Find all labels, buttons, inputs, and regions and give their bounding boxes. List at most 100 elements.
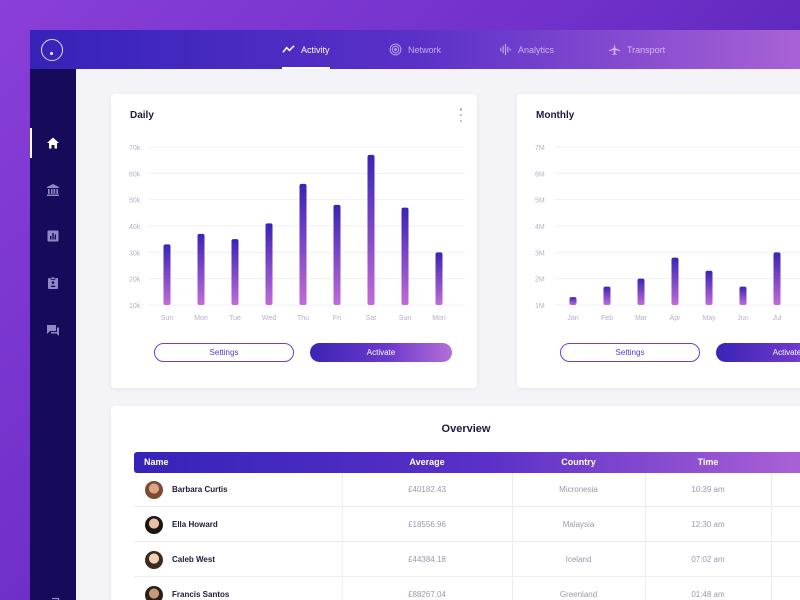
bar[interactable] bbox=[231, 239, 239, 305]
sidebar-item-charts[interactable] bbox=[30, 221, 76, 251]
bar[interactable] bbox=[401, 207, 409, 305]
column-divider bbox=[771, 508, 772, 542]
cell-name: Ella Howard bbox=[172, 520, 218, 529]
tab-transport[interactable]: Transport bbox=[608, 30, 665, 69]
app-window: Activity Network Analytics Transport bbox=[30, 30, 800, 600]
table-row[interactable]: Ella Howard £18556.96 Malaysia 12:30 am bbox=[134, 508, 800, 542]
avatar bbox=[145, 516, 163, 534]
y-tick-label: 50k bbox=[129, 198, 141, 205]
cell-country: Malaysia bbox=[562, 520, 595, 529]
y-tick-label: 6M bbox=[535, 171, 545, 178]
y-tick-label: 1M bbox=[535, 303, 545, 310]
table-row[interactable]: Francis Santos £88267.04 Greenland 01:48 am bbox=[134, 578, 800, 600]
cell-average: £18556.96 bbox=[408, 520, 446, 529]
bar[interactable] bbox=[671, 257, 679, 305]
y-tick-label: 3M bbox=[535, 250, 545, 257]
y-tick-label: 40k bbox=[129, 224, 141, 231]
cell-country: Iceland bbox=[565, 555, 592, 564]
sidebar-item-messages[interactable] bbox=[30, 315, 76, 345]
overview-title: Overview bbox=[441, 423, 491, 435]
logout-button[interactable] bbox=[30, 589, 76, 600]
cell-name: Barbara Curtis bbox=[172, 485, 228, 494]
chart-icon bbox=[47, 230, 59, 242]
bar[interactable] bbox=[773, 252, 781, 305]
monthly-activate-button[interactable]: Activate bbox=[716, 343, 800, 362]
bar[interactable] bbox=[299, 183, 307, 305]
sidebar-item-bank[interactable] bbox=[30, 175, 76, 205]
bar[interactable] bbox=[163, 244, 171, 305]
x-tick-label: Jul bbox=[773, 315, 782, 322]
x-tick-label: Thu bbox=[297, 315, 309, 322]
x-tick-label: Sat bbox=[366, 315, 377, 322]
x-tick-label: Sun bbox=[399, 315, 412, 322]
cell-name: Francis Santos bbox=[172, 590, 230, 599]
overview-card: Overview Name Average Country Time Barba… bbox=[111, 406, 800, 600]
bar[interactable] bbox=[705, 270, 713, 305]
plane-icon bbox=[608, 43, 621, 56]
avatar bbox=[145, 586, 163, 600]
daily-activate-button[interactable]: Activate bbox=[310, 343, 452, 362]
monthly-settings-button[interactable]: Settings bbox=[560, 343, 700, 362]
bar[interactable] bbox=[435, 252, 443, 305]
bar[interactable] bbox=[739, 286, 747, 305]
column-header-average[interactable]: Average bbox=[409, 457, 445, 467]
y-tick-label: 30k bbox=[129, 250, 141, 257]
column-divider bbox=[342, 578, 343, 600]
activity-icon bbox=[282, 45, 295, 53]
tab-analytics-label: Analytics bbox=[518, 44, 555, 55]
x-tick-label: Feb bbox=[601, 315, 613, 322]
tab-activity[interactable]: Activity bbox=[282, 30, 330, 69]
table-header: Name Average Country Time bbox=[134, 452, 800, 473]
sidebar-item-clipboard[interactable] bbox=[30, 268, 76, 298]
tab-analytics[interactable]: Analytics bbox=[499, 30, 554, 69]
column-divider bbox=[512, 508, 513, 542]
top-nav-bar: Activity Network Analytics Transport bbox=[30, 30, 800, 69]
x-tick-label: May bbox=[702, 315, 716, 322]
more-options-icon[interactable] bbox=[459, 108, 463, 122]
logout-icon bbox=[52, 597, 60, 600]
x-tick-label: Mon bbox=[194, 315, 208, 322]
column-divider bbox=[512, 543, 513, 577]
y-tick-label: 4M bbox=[535, 224, 545, 231]
bar[interactable] bbox=[367, 154, 375, 305]
bar[interactable] bbox=[333, 204, 341, 305]
x-tick-label: Jun bbox=[737, 315, 748, 322]
y-tick-label: 2M bbox=[535, 277, 545, 284]
cell-time: 07:02 am bbox=[691, 555, 725, 564]
y-tick-label: 70k bbox=[129, 145, 141, 152]
cell-time: 10:39 am bbox=[691, 485, 725, 494]
y-tick-label: 60k bbox=[129, 171, 141, 178]
bar[interactable] bbox=[603, 286, 611, 305]
tab-network-label: Network bbox=[408, 44, 442, 55]
avatar bbox=[145, 481, 163, 499]
x-tick-label: Mar bbox=[635, 315, 648, 322]
column-divider bbox=[771, 578, 772, 600]
column-divider bbox=[771, 473, 772, 507]
column-header-country[interactable]: Country bbox=[561, 457, 596, 467]
cell-country: Greenland bbox=[559, 590, 598, 599]
x-tick-label: Fri bbox=[333, 315, 342, 322]
sidebar-item-home[interactable] bbox=[30, 128, 76, 158]
table-row[interactable]: Barbara Curtis £40182.43 Micronesia 10:39 a… bbox=[134, 473, 800, 507]
bar[interactable] bbox=[569, 297, 577, 305]
daily-card-title: Daily bbox=[130, 110, 154, 121]
bar[interactable] bbox=[265, 223, 273, 305]
chat-icon bbox=[47, 325, 59, 336]
y-tick-label: 5M bbox=[535, 198, 545, 205]
column-header-name[interactable]: Name bbox=[144, 457, 169, 467]
home-icon bbox=[47, 137, 59, 149]
tab-network[interactable]: Network bbox=[389, 30, 441, 69]
cell-name: Caleb West bbox=[172, 555, 215, 564]
monthly-card-title: Monthly bbox=[536, 110, 575, 121]
column-header-time[interactable]: Time bbox=[697, 457, 719, 467]
daily-card: Daily 10k 20k 30k 40k 50k 60k 70k Sun Mon Tue Wed T… bbox=[111, 94, 477, 388]
bar[interactable] bbox=[637, 278, 645, 305]
cell-average: £88267.04 bbox=[408, 590, 446, 599]
bar[interactable] bbox=[197, 233, 205, 305]
x-tick-label: Jan bbox=[567, 315, 578, 322]
cell-average: £40182.43 bbox=[408, 485, 446, 494]
monthly-card: Monthly 1M 2M 3M 4M 5M 6M 7M Jan Feb Mar Apr May Jun… bbox=[517, 94, 800, 388]
logo[interactable] bbox=[41, 39, 63, 61]
daily-settings-button[interactable]: Settings bbox=[154, 343, 294, 362]
table-row[interactable]: Caleb West £44384.18 Iceland 07:02 am bbox=[134, 543, 800, 577]
